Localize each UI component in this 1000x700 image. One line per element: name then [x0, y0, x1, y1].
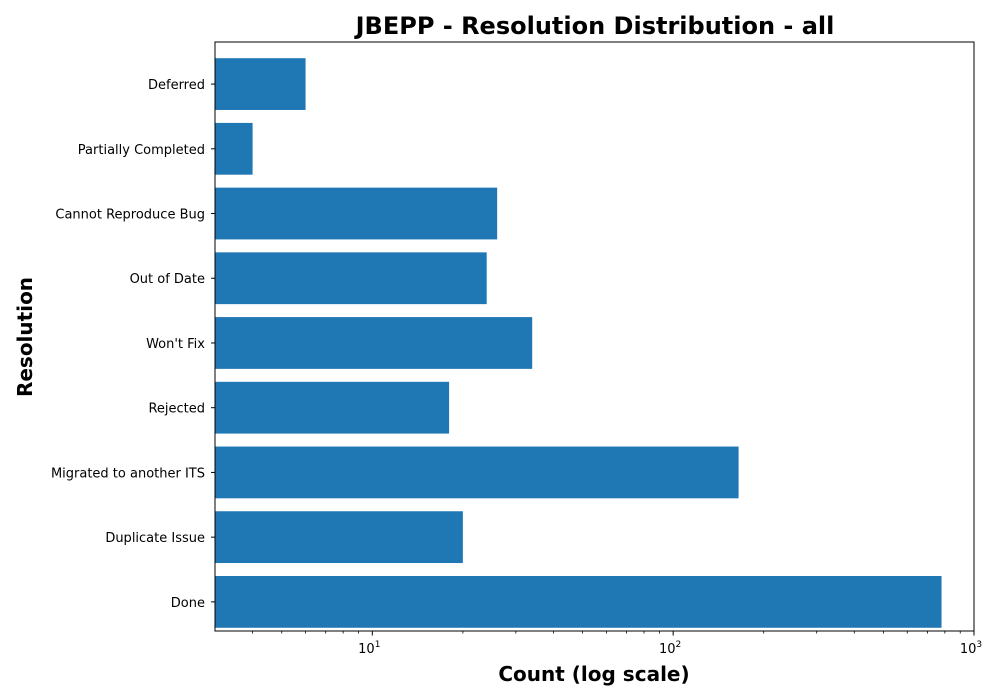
y-tick-label: Duplicate Issue [105, 531, 205, 546]
y-axis-label: Resolution [13, 277, 37, 397]
bar-done [215, 575, 942, 628]
chart-title: JBEPP - Resolution Distribution - all [354, 12, 835, 40]
plot-frame [214, 41, 975, 632]
bar-migrated-to-another-its [215, 446, 739, 499]
y-tick-label: Rejected [148, 402, 205, 417]
y-ticks: Done Duplicate Issue Migrated to another I… [51, 78, 215, 611]
y-tick-label: Done [171, 596, 205, 611]
x-tick-label: 102 [659, 640, 681, 657]
x-tick-label: 101 [358, 640, 380, 657]
y-tick-label: Cannot Reproduce Bug [55, 208, 205, 223]
bar-won-t-fix [215, 317, 533, 369]
bars-group [215, 58, 942, 628]
bar-duplicate-issue [215, 511, 463, 564]
y-tick-label: Deferred [148, 78, 205, 93]
bar-rejected [215, 381, 450, 434]
x-axis-label: Count (log scale) [498, 662, 689, 686]
x-tick-label: 103 [960, 640, 982, 657]
y-tick-label: Migrated to another ITS [51, 466, 205, 481]
y-tick-label: Partially Completed [78, 143, 205, 158]
y-tick-label: Out of Date [130, 272, 205, 287]
bar-out-of-date [215, 252, 487, 305]
bar-deferred [215, 58, 306, 110]
x-ticks: 101 102 103 [252, 631, 982, 657]
bar-partially-completed [215, 122, 253, 175]
y-tick-label: Won't Fix [146, 337, 205, 352]
bar-cannot-reproduce-bug [215, 187, 498, 240]
